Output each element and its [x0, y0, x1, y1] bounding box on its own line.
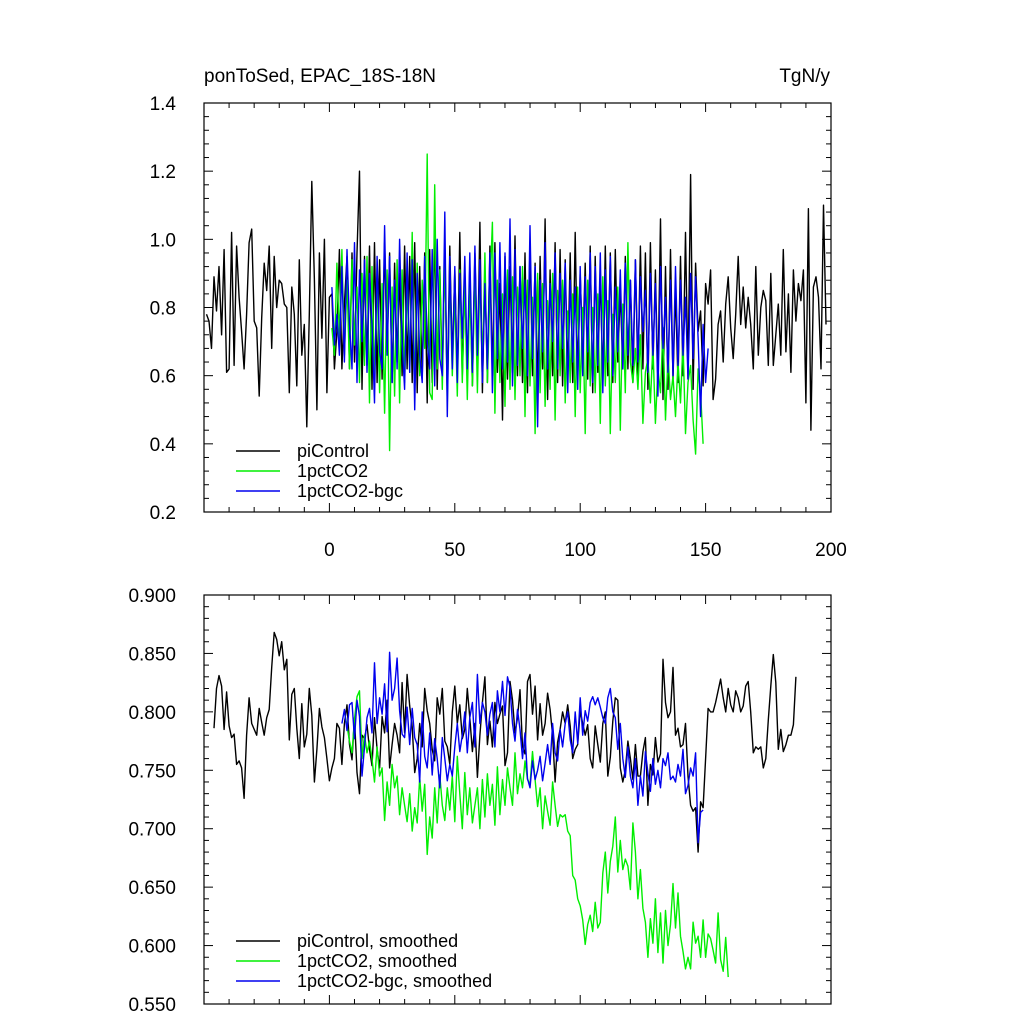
- legend-label: piControl: [297, 441, 369, 461]
- legend-label: piControl, smoothed: [297, 931, 458, 951]
- y-tick-label: 0.800: [128, 703, 176, 724]
- top-axes: 0 50 100 150 200 0.2 0.4 0.6 0.8 1.0 1.2 1.4: [150, 94, 847, 561]
- bottom-axes: 0.550 0.600 0.650 0.700 0.750 0.800 0.850 0.900: [128, 586, 832, 1016]
- top-panel: ponToSed, EPAC_18S-18N TgN/y 0 50 100 150 20…: [150, 66, 847, 561]
- y-tick-label: 0.750: [128, 761, 176, 782]
- y-tick-label: 0.900: [128, 586, 176, 607]
- legend-label: 1pctCO2-bgc, smoothed: [297, 971, 492, 991]
- x-tick-label: 100: [564, 540, 596, 561]
- series-line-1: [331, 153, 704, 455]
- y-tick-label: 0.4: [150, 435, 177, 456]
- top-title-left: ponToSed, EPAC_18S-18N: [204, 66, 436, 87]
- series-line-2: [331, 211, 709, 428]
- legend-label: 1pctCO2, smoothed: [297, 951, 457, 971]
- y-tick-label: 0.850: [128, 644, 176, 665]
- legend-label: 1pctCO2-bgc: [297, 481, 403, 501]
- x-tick-label: 200: [815, 540, 847, 561]
- y-tick-label: 0.650: [128, 878, 176, 899]
- y-tick-label: 1.2: [150, 162, 176, 183]
- y-tick-label: 1.4: [150, 94, 177, 115]
- top-title-right: TgN/y: [779, 66, 830, 87]
- bottom-panel: 0.550 0.600 0.650 0.700 0.750 0.800 0.850 0.900…: [128, 586, 832, 1016]
- series-line-1: [343, 690, 729, 978]
- x-tick-label: 50: [444, 540, 465, 561]
- x-tick-label: 0: [324, 540, 335, 561]
- series-line-2: [341, 651, 704, 844]
- y-tick-label: 1.0: [150, 230, 176, 251]
- y-tick-label: 0.600: [128, 937, 176, 958]
- bottom-series: [213, 631, 797, 978]
- y-tick-label: 0.6: [150, 367, 176, 388]
- y-tick-label: 0.8: [150, 299, 176, 320]
- legend-label: 1pctCO2: [297, 461, 368, 481]
- bottom-plot-frame: [203, 594, 832, 1005]
- y-tick-label: 0.550: [128, 995, 176, 1016]
- y-tick-label: 0.2: [150, 503, 176, 524]
- y-tick-label: 0.700: [128, 820, 176, 841]
- x-tick-label: 150: [690, 540, 722, 561]
- top-series: [205, 153, 827, 455]
- top-plot-frame: [203, 102, 832, 513]
